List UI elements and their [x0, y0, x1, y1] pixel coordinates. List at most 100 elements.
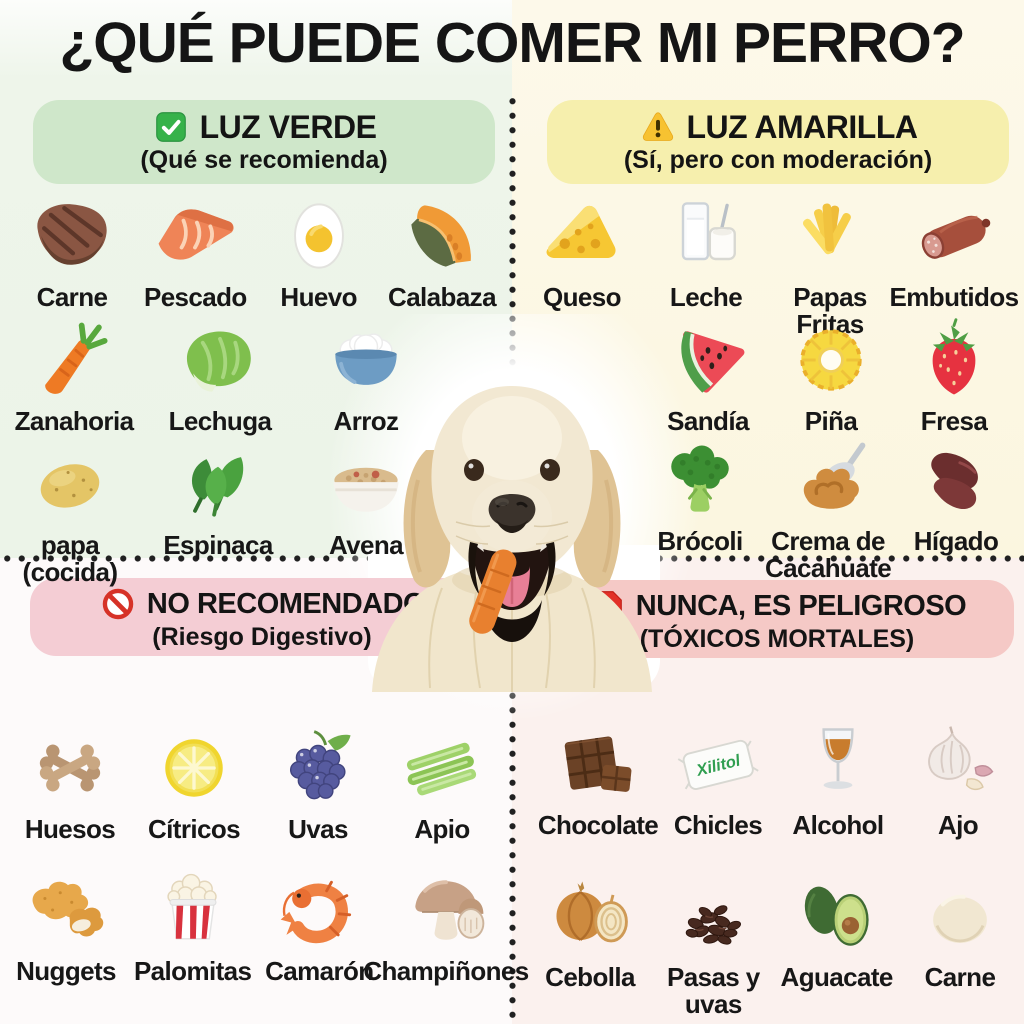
- prohibited-icon: [99, 585, 137, 623]
- food-item-label: Huevo: [280, 282, 357, 312]
- food-item: Apio: [384, 722, 500, 843]
- food-item-label: Ajo: [937, 810, 979, 840]
- food-item-label: Pescado: [143, 282, 247, 312]
- grapes-icon: [268, 722, 368, 814]
- quadrant-subheading: (Sí, pero con moderación): [623, 146, 933, 174]
- onion-icon: [540, 870, 640, 962]
- food-item-label: Aguacate: [780, 962, 894, 992]
- food-item-label: Uvas: [288, 814, 348, 844]
- garlic-icon: [908, 718, 1008, 810]
- food-item: Cítricos: [136, 722, 252, 843]
- quadrant-subheading: (Riesgo Digestivo): [152, 623, 372, 651]
- food-item-label: Champiñones: [363, 956, 529, 986]
- food-item-label: Alcohol: [792, 810, 884, 840]
- dog-with-carrot-photo: [356, 330, 668, 692]
- dough-icon: [910, 870, 1010, 962]
- food-item: Espinaca: [160, 438, 276, 587]
- warning-icon: [639, 108, 677, 146]
- food-item: Brócoli: [642, 434, 758, 583]
- yellow-items-row-1: Queso Leche Papas Fritas Embutidos: [524, 190, 1019, 339]
- food-item-label: Huesos: [24, 814, 116, 844]
- food-item-label: Cebolla: [545, 962, 635, 992]
- green-items-row-1: Carne Pescado Huevo Calabaza: [14, 190, 500, 311]
- food-item-label: Chocolate: [537, 810, 659, 840]
- food-item: Fresa: [896, 314, 1012, 435]
- pink-items-row-2: Nuggets Palomitas Camarón Champiñones: [8, 864, 529, 985]
- food-item-label: Apio: [414, 814, 470, 844]
- cheese-icon: [532, 190, 632, 282]
- carrot-icon: [24, 314, 124, 406]
- quadrant-heading: NUNCA, ES PELIGROSO: [635, 589, 967, 622]
- food-item-label: Papas Fritas: [793, 282, 867, 340]
- bones-icon: [20, 722, 120, 814]
- food-item: Calabaza: [384, 190, 500, 311]
- food-item: Palomitas: [134, 864, 252, 985]
- food-item-label: Nuggets: [16, 956, 116, 986]
- food-item-label: Avena: [328, 530, 404, 560]
- yellow-light-header: LUZ AMARILLA (Sí, pero con moderación): [547, 100, 1009, 184]
- red-items-row-2: Cebolla Pasas y uvas Aguacate Carne: [532, 870, 1018, 1019]
- green-items-row-2: Zanahoria Lechuga Arroz: [15, 314, 424, 435]
- gum-packet-icon: Xilitol: [668, 718, 768, 810]
- food-item-label: Pasas y uvas: [666, 962, 760, 1020]
- check-icon: [152, 108, 190, 146]
- chocolate-icon: [548, 718, 648, 810]
- avocado-icon: [787, 870, 887, 962]
- red-items-row-1: Chocolate Xilitol Chicles Alcohol Ajo: [537, 718, 1016, 840]
- liver-icon: [906, 434, 1006, 526]
- food-item-label: Fresa: [920, 406, 988, 436]
- quadrant-heading: LUZ VERDE: [199, 108, 377, 145]
- food-item-label: Calabaza: [388, 282, 497, 312]
- food-item: Arroz: [308, 314, 424, 435]
- food-item-label: Brócoli: [657, 526, 743, 556]
- rice-bowl-icon: [316, 314, 416, 406]
- food-item: Aguacate: [779, 870, 895, 1019]
- celery-icon: [392, 722, 492, 814]
- watermelon-icon: [658, 314, 758, 406]
- french-fries-icon: [780, 190, 880, 282]
- quadrant-subheading: (TÓXICOS MORTALES): [639, 625, 915, 653]
- food-item: Ajo: [900, 718, 1016, 839]
- food-item: Embutidos: [890, 190, 1019, 339]
- pink-items-row-1: Huesos Cítricos Uvas Apio: [12, 722, 500, 843]
- food-item: Uvas: [260, 722, 376, 843]
- food-item: papa (cocida): [12, 438, 128, 587]
- salmon-icon: [145, 190, 245, 282]
- food-item: Nuggets: [8, 864, 124, 985]
- food-item: Carne: [902, 870, 1018, 1019]
- spinach-icon: [168, 438, 268, 530]
- yellow-items-row-3: Brócoli Crema de Cacahuate Hígado: [642, 434, 1014, 583]
- food-item: Queso: [524, 190, 640, 339]
- quadrant-subheading: (Qué se recomienda): [140, 146, 388, 174]
- food-item-label: Carne: [924, 962, 996, 992]
- food-item: Alcohol: [780, 718, 896, 839]
- food-item-label: Crema de Cacahuate: [764, 526, 892, 584]
- strawberry-icon: [904, 314, 1004, 406]
- lettuce-icon: [170, 314, 270, 406]
- food-item-label: Hígado: [913, 526, 999, 556]
- quadrant-heading: NO RECOMENDADO: [146, 587, 426, 620]
- food-item-label: Espinaca: [163, 530, 273, 560]
- oatmeal-bowl-icon: [316, 438, 416, 530]
- lemon-icon: [144, 722, 244, 814]
- food-item: Piña: [773, 314, 889, 435]
- page-title: ¿QUÉ PUEDE COMER MI PERRO?: [59, 11, 965, 75]
- food-item-label: Embutidos: [889, 282, 1020, 312]
- food-item: Lechuga: [162, 314, 278, 435]
- food-item: Chocolate: [537, 718, 659, 840]
- yellow-items-row-2: Sandía Piña Fresa: [650, 314, 1012, 435]
- food-item-label: Cítricos: [147, 814, 241, 844]
- food-item: Papas Fritas: [772, 190, 888, 339]
- pineapple-icon: [781, 314, 881, 406]
- steak-icon: [22, 190, 122, 282]
- potato-icon: [20, 438, 120, 530]
- food-item: Huesos: [12, 722, 128, 843]
- boiled-egg-icon: [269, 190, 369, 282]
- food-item-label: Lechuga: [168, 406, 272, 436]
- food-item-label: Piña: [804, 406, 858, 436]
- food-item: Crema de Cacahuate: [765, 434, 892, 583]
- food-item-label: Arroz: [333, 406, 400, 436]
- food-item-label: Chicles: [673, 810, 763, 840]
- food-item: Zanahoria: [15, 314, 134, 435]
